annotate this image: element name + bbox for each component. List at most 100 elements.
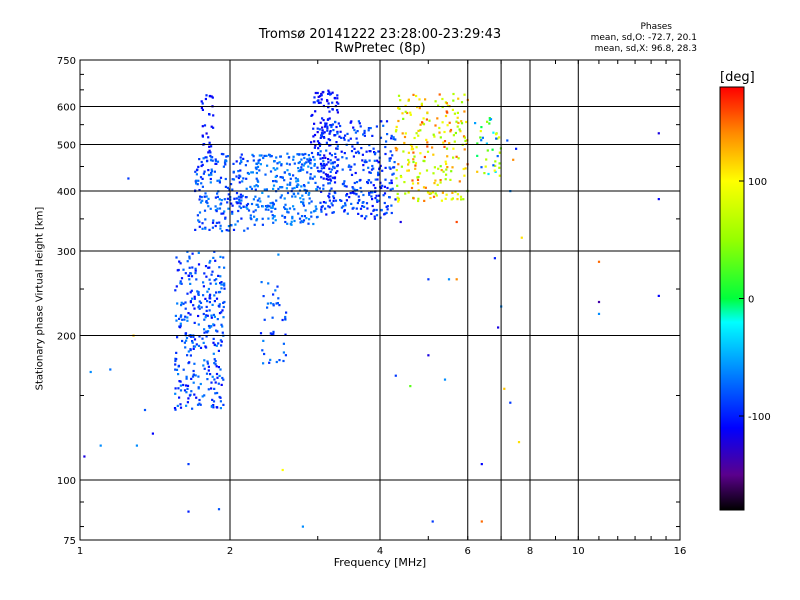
data-point [313, 101, 316, 104]
data-point [492, 131, 495, 134]
data-point [325, 149, 328, 152]
data-point [319, 201, 322, 204]
data-point [383, 185, 386, 188]
data-point [335, 101, 339, 104]
data-point [193, 297, 196, 300]
data-point [201, 185, 204, 188]
data-point [256, 165, 260, 168]
data-point [282, 342, 285, 345]
data-point [433, 135, 436, 138]
data-point [189, 354, 192, 357]
data-point [362, 193, 365, 197]
data-point [235, 160, 238, 163]
data-point [488, 122, 491, 125]
data-point [313, 122, 316, 125]
data-point [299, 221, 302, 224]
data-point [450, 170, 453, 173]
data-point [494, 164, 497, 167]
data-point [204, 316, 207, 319]
data-point [409, 113, 412, 116]
data-point [384, 152, 387, 156]
data-point [195, 343, 198, 346]
data-point [344, 204, 347, 207]
data-point [190, 275, 194, 278]
data-point [465, 120, 468, 124]
data-point [377, 171, 380, 174]
data-point [451, 197, 454, 200]
data-point [373, 208, 376, 211]
data-point [208, 326, 211, 329]
data-point [226, 197, 229, 200]
data-point [463, 136, 466, 139]
data-point [320, 98, 323, 101]
data-point [433, 166, 436, 169]
data-point [208, 149, 211, 152]
data-point [193, 393, 196, 396]
data-point [175, 351, 178, 354]
data-point [188, 361, 191, 364]
data-point [230, 224, 233, 227]
data-point [374, 152, 377, 155]
data-point [493, 169, 496, 172]
data-point [214, 162, 217, 165]
data-point [303, 185, 306, 188]
data-point [294, 177, 297, 180]
x-tick-label: 2 [227, 546, 233, 557]
data-point [460, 120, 463, 123]
data-point [342, 205, 345, 208]
data-point [315, 207, 318, 210]
data-point [336, 109, 339, 112]
data-point [264, 173, 267, 176]
data-point [357, 195, 360, 198]
data-point [283, 216, 287, 219]
data-point [247, 172, 250, 175]
data-point [227, 229, 230, 232]
data-point [206, 362, 209, 365]
data-point [194, 170, 197, 173]
data-point [246, 202, 250, 206]
data-point [262, 295, 265, 298]
data-point [206, 202, 209, 205]
x-tick-label: 16 [674, 546, 687, 557]
data-point [362, 168, 365, 172]
data-point [280, 194, 283, 197]
data-point [212, 337, 215, 340]
data-point [333, 191, 336, 194]
data-point [284, 207, 287, 210]
data-point [384, 166, 387, 169]
data-point [206, 314, 209, 317]
data-point [288, 163, 291, 166]
data-point [272, 187, 275, 190]
data-point [421, 121, 424, 124]
data-point [404, 110, 407, 113]
data-point [174, 289, 177, 292]
data-point [191, 375, 195, 378]
data-point [319, 101, 322, 104]
data-point [205, 335, 208, 338]
data-point [251, 153, 254, 156]
data-point [218, 181, 221, 184]
data-point [446, 111, 449, 114]
data-point [351, 186, 354, 189]
data-point [417, 134, 420, 137]
data-point [381, 184, 384, 187]
data-point [404, 104, 407, 107]
data-point [312, 127, 315, 130]
data-point [316, 153, 320, 156]
data-point [212, 313, 215, 316]
data-point [305, 217, 308, 220]
data-point [300, 215, 304, 218]
data-point [205, 94, 208, 97]
data-point [320, 190, 323, 193]
data-point [284, 333, 287, 336]
data-point [335, 125, 338, 129]
data-point [184, 272, 187, 275]
data-point [175, 368, 179, 371]
data-point [341, 168, 344, 171]
data-point [401, 132, 404, 135]
data-point [356, 189, 359, 192]
data-point [302, 164, 305, 167]
data-point [357, 212, 360, 215]
data-point [266, 302, 269, 305]
data-point [179, 403, 182, 406]
